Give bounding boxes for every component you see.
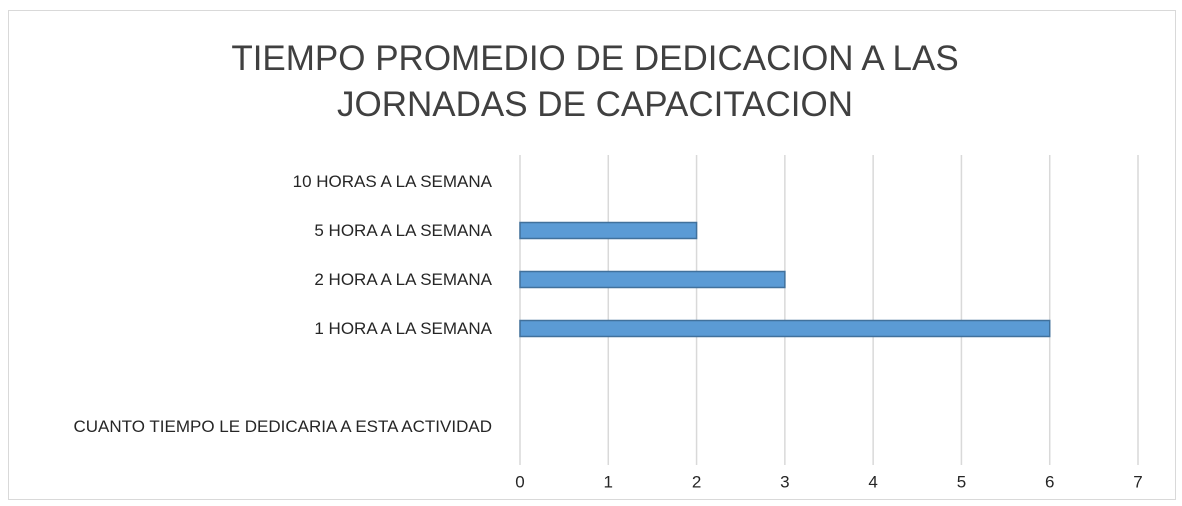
- chart-title: TIEMPO PROMEDIO DE DEDICACION A LAS JORN…: [231, 39, 959, 124]
- bar: [519, 319, 1051, 338]
- x-tick-label: 2: [692, 472, 701, 491]
- bar: [519, 270, 786, 289]
- x-tick-label: 6: [1045, 472, 1054, 491]
- x-tick-label: 7: [1133, 472, 1142, 491]
- x-tick-label: 3: [780, 472, 789, 491]
- x-tick-label: 1: [604, 472, 613, 491]
- bar: [519, 221, 698, 240]
- y-tick-label: 10 HORAS A LA SEMANA: [292, 171, 492, 191]
- x-tick-label: 5: [957, 472, 966, 491]
- y-tick-label: CUANTO TIEMPO LE DEDICARIA A ESTA ACTIVI…: [73, 416, 492, 436]
- y-tick-label: 2 HORA A LA SEMANA: [314, 269, 492, 289]
- y-tick-label: 5 HORA A LA SEMANA: [314, 220, 492, 240]
- x-tick-label: 4: [868, 472, 877, 491]
- chart-frame: [8, 10, 1176, 500]
- x-tick-label: 0: [515, 472, 524, 491]
- y-tick-label: 1 HORA A LA SEMANA: [314, 318, 492, 338]
